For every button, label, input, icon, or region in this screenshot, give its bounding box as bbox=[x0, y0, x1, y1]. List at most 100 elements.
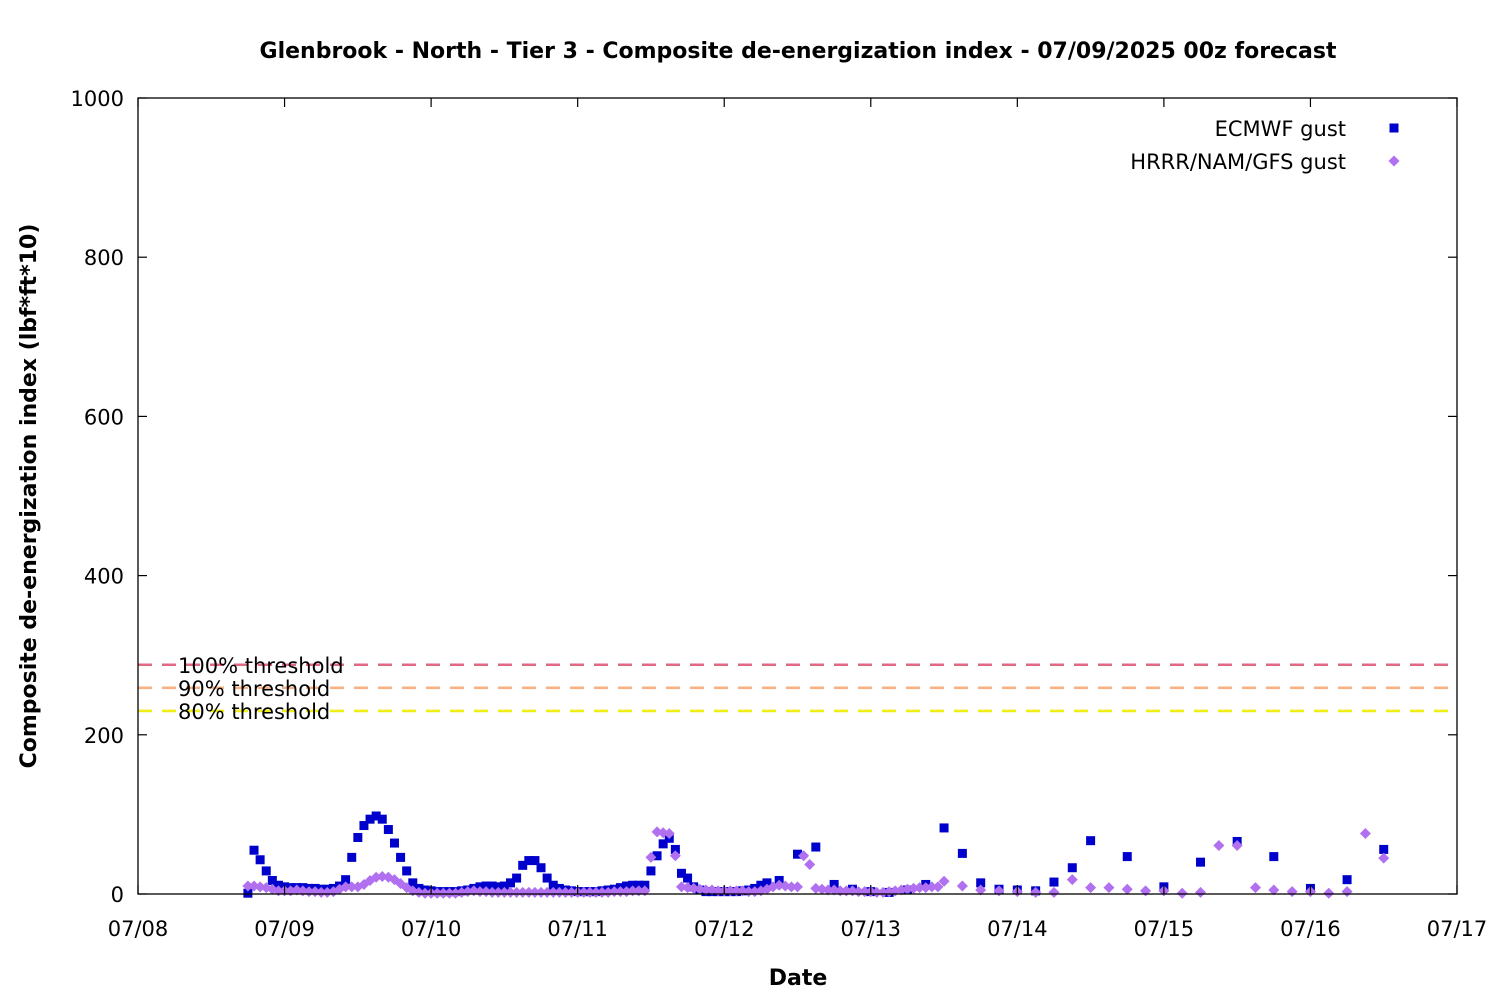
ecmwf-point bbox=[683, 873, 693, 883]
hrrr-point bbox=[804, 859, 816, 871]
hrrr-point bbox=[1048, 886, 1060, 898]
hrrr-point bbox=[1213, 839, 1225, 851]
plot-frame bbox=[137, 97, 1458, 895]
x-tick-label: 07/17 bbox=[1427, 917, 1488, 941]
ecmwf-point bbox=[1342, 875, 1352, 885]
ecmwf-point bbox=[1269, 852, 1279, 862]
ecmwf-point bbox=[383, 825, 393, 835]
ecmwf-point bbox=[365, 814, 375, 824]
legend-entry-label: ECMWF gust bbox=[1215, 117, 1346, 141]
y-tick-label: 800 bbox=[84, 246, 124, 270]
hrrr-point bbox=[443, 887, 455, 899]
legend-entry-label: HRRR/NAM/GFS gust bbox=[1130, 150, 1346, 174]
ecmwf-point bbox=[371, 811, 381, 821]
ecmwf-point bbox=[353, 832, 363, 842]
ecmwf-point bbox=[976, 878, 986, 888]
ecmwf-point bbox=[402, 866, 412, 876]
y-tick-label: 600 bbox=[84, 405, 124, 429]
ecmwf-point bbox=[640, 880, 650, 890]
y-tick-label: 200 bbox=[84, 724, 124, 748]
ecmwf-point bbox=[377, 814, 387, 824]
ecmwf-point bbox=[524, 856, 534, 866]
ecmwf-point bbox=[261, 866, 271, 876]
ecmwf-point bbox=[505, 878, 515, 888]
hrrr-point bbox=[792, 881, 803, 893]
hrrr-point bbox=[1323, 887, 1335, 899]
hrrr-point bbox=[1085, 882, 1097, 894]
hrrr-point bbox=[431, 887, 443, 899]
ecmwf-point bbox=[341, 875, 351, 885]
hrrr-point bbox=[1140, 885, 1152, 897]
ecmwf-point bbox=[512, 873, 522, 883]
hrrr-point bbox=[1341, 886, 1353, 898]
hrrr-point bbox=[547, 886, 559, 898]
hrrr-point bbox=[596, 886, 608, 898]
ecmwf-point bbox=[939, 823, 949, 833]
hrrr-point bbox=[645, 851, 657, 863]
axes: 07/08 07/09 07/10 07/11 07/12 07/13 07/14 07/15… bbox=[71, 87, 1488, 941]
hrrr-point bbox=[1378, 852, 1390, 864]
ecmwf-point bbox=[1067, 863, 1077, 873]
ecmwf-point bbox=[670, 844, 680, 854]
hrrr-point bbox=[492, 886, 504, 898]
hrrr-point bbox=[346, 881, 358, 893]
hrrr-point bbox=[663, 828, 675, 840]
hrrr-point bbox=[1066, 874, 1078, 886]
data-points bbox=[242, 811, 1390, 899]
ecmwf-point bbox=[1196, 857, 1206, 867]
ecmwf-point bbox=[493, 882, 503, 892]
ecmwf-point bbox=[249, 845, 259, 855]
ecmwf-point bbox=[499, 881, 509, 891]
hrrr-point bbox=[419, 887, 431, 899]
ecmwf-point bbox=[756, 880, 766, 890]
ecmwf-point bbox=[359, 821, 369, 831]
legend-diamond-marker bbox=[1388, 155, 1400, 167]
ecmwf-point bbox=[957, 848, 967, 858]
threshold-label: 80% threshold bbox=[178, 700, 330, 724]
hrrr-point bbox=[315, 886, 327, 898]
ecmwf-point bbox=[518, 860, 528, 870]
ecmwf-point bbox=[243, 888, 253, 898]
ecmwf-point bbox=[1086, 836, 1096, 846]
ecmwf-point bbox=[1122, 852, 1132, 862]
ecmwf-point bbox=[762, 878, 772, 888]
hrrr-point bbox=[437, 887, 449, 899]
hrrr-point bbox=[932, 881, 944, 893]
hrrr-point bbox=[553, 886, 565, 898]
ecmwf-point bbox=[481, 881, 491, 891]
ecmwf-point bbox=[676, 868, 686, 878]
ecmwf-point bbox=[389, 838, 399, 848]
hrrr-point bbox=[700, 884, 712, 896]
hrrr-point bbox=[529, 886, 541, 898]
hrrr-point bbox=[517, 886, 529, 898]
ecmwf-point bbox=[396, 852, 406, 862]
ecmwf-point bbox=[793, 849, 802, 859]
ecmwf-point bbox=[273, 880, 283, 890]
ecmwf-point bbox=[811, 842, 821, 852]
ecmwf-point bbox=[628, 880, 638, 890]
x-tick-label: 07/10 bbox=[401, 917, 462, 941]
hrrr-point bbox=[798, 850, 810, 862]
hrrr-point bbox=[1121, 883, 1133, 895]
hrrr-point bbox=[584, 886, 596, 898]
legend-square-marker bbox=[1389, 123, 1399, 133]
hrrr-point bbox=[926, 881, 938, 893]
x-tick-label: 07/09 bbox=[254, 917, 315, 941]
hrrr-point bbox=[1231, 839, 1243, 851]
hrrr-point bbox=[669, 850, 681, 862]
hrrr-point bbox=[242, 880, 254, 892]
hrrr-point bbox=[1103, 882, 1115, 894]
hrrr-point bbox=[566, 886, 578, 898]
hrrr-point bbox=[785, 881, 797, 893]
ecmwf-point bbox=[646, 866, 656, 876]
hrrr-point bbox=[248, 880, 260, 892]
x-tick-label: 07/11 bbox=[547, 917, 608, 941]
hrrr-point bbox=[1268, 884, 1280, 896]
ecmwf-point bbox=[829, 879, 839, 889]
hrrr-point bbox=[559, 886, 571, 898]
hrrr-point bbox=[1359, 828, 1371, 840]
hrrr-point bbox=[486, 886, 498, 898]
ecmwf-point bbox=[634, 880, 644, 890]
